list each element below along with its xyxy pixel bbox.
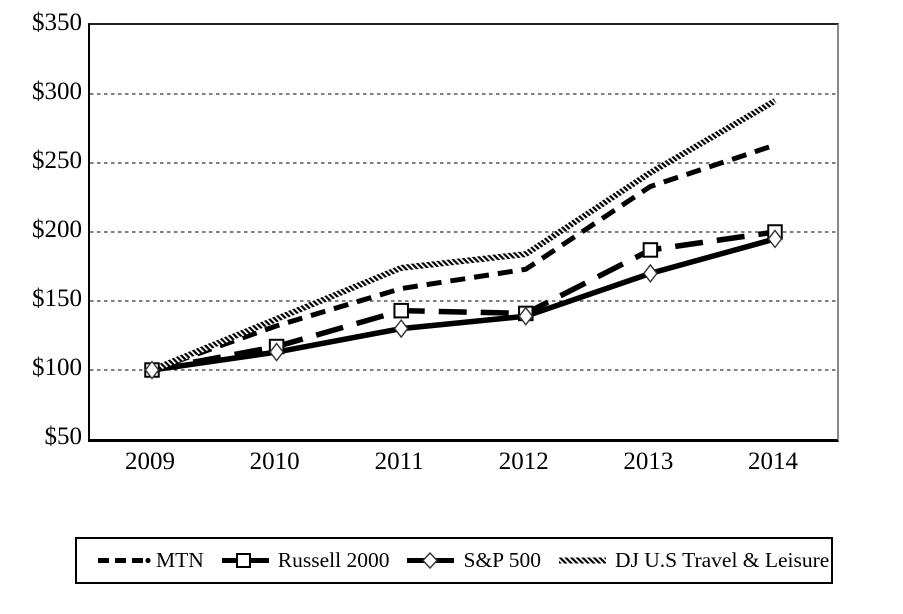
series-line-s-p-500 xyxy=(151,236,776,373)
legend-swatch-russell-2000 xyxy=(221,553,269,568)
legend-item-label: MTN xyxy=(156,548,204,572)
y-axis-tick-label: $200 xyxy=(32,216,82,243)
x-axis-tick-label: 2014 xyxy=(748,448,798,475)
x-axis-tick-label: 2013 xyxy=(623,448,674,475)
legend-swatch-dj-u-s-travel-leisure xyxy=(558,557,606,564)
legend-item-dj-u-s-travel-leisure: DJ U.S Travel & Leisure xyxy=(556,548,829,573)
y-axis-tick-label: $250 xyxy=(32,147,82,174)
series-line-russell-2000 xyxy=(151,229,776,373)
x-axis-tick-label: 2009 xyxy=(125,448,175,475)
data-point-marker-s-p-500 xyxy=(518,306,534,326)
legend: MTN Russell 2000 S&P 500 DJ U.S Travel & Le… xyxy=(75,537,833,584)
data-point-marker-s-p-500 xyxy=(393,318,409,339)
y-axis-tick-label: $100 xyxy=(32,354,82,381)
legend-item-label: S&P 500 xyxy=(463,548,541,572)
legend-item-s-p-500: S&P 500 xyxy=(404,548,541,573)
legend-item-russell-2000: Russell 2000 xyxy=(219,548,390,573)
legend-item-label: Russell 2000 xyxy=(277,548,390,572)
y-axis-tick-label: $300 xyxy=(32,78,82,105)
legend-swatch-mtn xyxy=(98,557,151,564)
x-axis-tick-label: 2012 xyxy=(498,448,549,475)
y-axis-tick-label: $150 xyxy=(32,285,82,312)
series-line-mtn xyxy=(151,142,776,373)
data-point-marker-s-p-500 xyxy=(643,263,658,284)
x-axis-tick-label: 2010 xyxy=(249,448,300,475)
x-axis-tick-label: 2011 xyxy=(374,448,424,475)
y-axis-tick-label: $50 xyxy=(44,423,83,450)
data-point-marker-s-p-500 xyxy=(269,342,284,362)
chart-canvas xyxy=(90,93,837,380)
data-point-marker-s-p-500 xyxy=(144,360,160,380)
legend-item-label: DJ U.S Travel & Leisure xyxy=(614,548,830,572)
y-axis-tick-label: $350 xyxy=(32,9,82,36)
data-point-marker-s-p-500 xyxy=(767,229,783,249)
data-point-marker-russell-2000 xyxy=(393,302,409,319)
data-point-marker-russell-2000 xyxy=(642,242,659,258)
series-line-dj-u-s-travel-leisure xyxy=(150,98,777,373)
plot-area xyxy=(88,23,839,442)
legend-swatch-s-p-500 xyxy=(407,552,455,569)
legend-item-mtn: MTN xyxy=(97,548,204,573)
